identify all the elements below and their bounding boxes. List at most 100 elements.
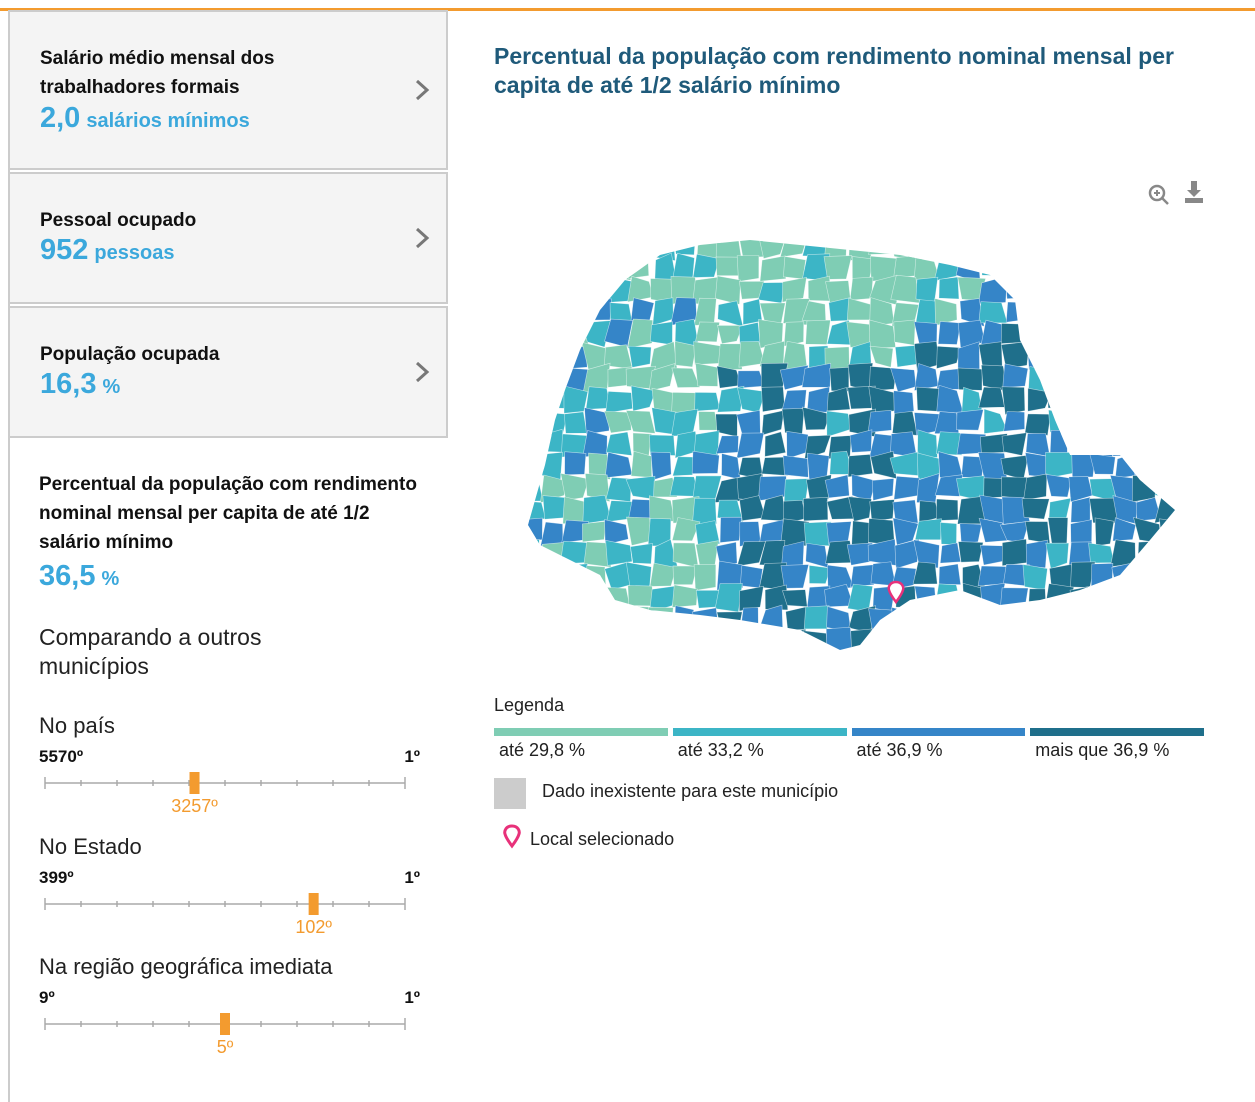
municipality <box>806 386 830 413</box>
municipality <box>1046 298 1073 326</box>
municipality <box>1133 240 1162 255</box>
municipality <box>1154 455 1175 480</box>
municipality <box>671 517 701 542</box>
municipality <box>893 319 916 346</box>
info-card[interactable]: Salário médio mensal dos trabalhadores f… <box>8 10 448 170</box>
municipality <box>1027 342 1050 371</box>
municipality <box>584 407 610 435</box>
municipality <box>1182 633 1206 651</box>
municipality <box>1136 388 1158 414</box>
municipality <box>606 240 633 256</box>
municipality <box>625 410 656 434</box>
municipality <box>1070 297 1091 328</box>
municipality <box>538 319 569 343</box>
municipality <box>867 409 892 433</box>
municipality <box>715 628 741 650</box>
municipality <box>717 343 743 371</box>
municipality <box>1005 278 1026 300</box>
municipality <box>1158 240 1175 259</box>
municipality <box>1176 541 1200 568</box>
municipality <box>1049 652 1068 673</box>
municipality <box>981 254 1005 277</box>
municipality <box>1179 519 1204 542</box>
municipality <box>893 390 915 415</box>
municipality <box>1000 341 1030 370</box>
zoom-icon[interactable] <box>1148 184 1169 205</box>
municipality <box>543 279 565 304</box>
municipality <box>803 497 829 522</box>
municipality <box>540 521 564 547</box>
municipality <box>695 321 720 343</box>
municipality <box>672 565 698 585</box>
municipality <box>1113 252 1139 280</box>
municipality <box>695 362 719 387</box>
info-card[interactable]: População ocupada 16,3% <box>8 306 448 438</box>
municipality <box>977 565 1008 587</box>
municipality <box>1000 323 1026 344</box>
municipality <box>780 564 810 589</box>
card-title: Pessoal ocupado <box>40 210 197 231</box>
municipality <box>984 651 1006 678</box>
municipality <box>564 451 587 476</box>
municipality <box>1155 650 1183 676</box>
municipality <box>739 607 759 635</box>
municipality <box>1181 232 1204 261</box>
municipality <box>584 473 611 503</box>
municipality <box>1110 582 1140 611</box>
municipality <box>717 325 744 345</box>
municipality <box>935 431 963 456</box>
municipality <box>648 495 676 522</box>
municipality <box>717 300 744 328</box>
municipality <box>604 519 629 546</box>
municipality <box>1132 605 1156 633</box>
municipality <box>1046 255 1073 283</box>
municipality <box>1069 585 1093 612</box>
municipality <box>1114 453 1136 479</box>
municipality <box>1178 655 1203 677</box>
top-bar <box>0 8 1255 11</box>
municipality <box>938 563 962 585</box>
municipality <box>1133 254 1157 280</box>
municipality <box>648 362 676 392</box>
indicator-title: Percentual da população com rendimento n… <box>39 474 417 553</box>
municipality <box>1109 539 1136 568</box>
municipality <box>805 319 831 345</box>
value: 16,3 <box>40 368 97 400</box>
missing-label: Dado inexistente para este município <box>542 781 839 801</box>
municipality <box>1177 607 1203 629</box>
municipality <box>825 626 853 650</box>
municipality <box>1024 413 1052 436</box>
municipality <box>692 253 720 278</box>
municipality <box>1026 300 1050 326</box>
municipality <box>802 240 829 258</box>
municipality <box>671 367 701 388</box>
municipality <box>736 432 765 459</box>
municipality <box>1005 255 1030 281</box>
municipality <box>1087 364 1118 392</box>
municipality <box>913 539 940 569</box>
municipality <box>628 345 652 368</box>
municipality <box>696 651 722 677</box>
municipality <box>528 387 545 414</box>
municipality <box>606 649 632 650</box>
download-icon[interactable] <box>1185 181 1203 203</box>
municipality <box>846 654 875 676</box>
municipality <box>848 496 872 522</box>
municipality <box>691 607 720 634</box>
info-card[interactable]: Pessoal ocupado 952 pessoas <box>8 172 448 304</box>
municipality <box>521 654 544 678</box>
municipality <box>847 453 874 478</box>
municipality <box>850 628 873 650</box>
municipality <box>630 450 653 478</box>
municipality <box>890 274 920 304</box>
municipality <box>1176 297 1206 323</box>
municipality <box>1112 412 1135 436</box>
municipality <box>893 255 918 279</box>
municipality <box>563 411 588 434</box>
municipality <box>936 345 962 370</box>
unit: % <box>102 376 121 398</box>
map-tools <box>1148 181 1203 205</box>
municipality <box>1087 321 1114 350</box>
municipality <box>935 610 959 633</box>
municipality <box>650 451 672 481</box>
